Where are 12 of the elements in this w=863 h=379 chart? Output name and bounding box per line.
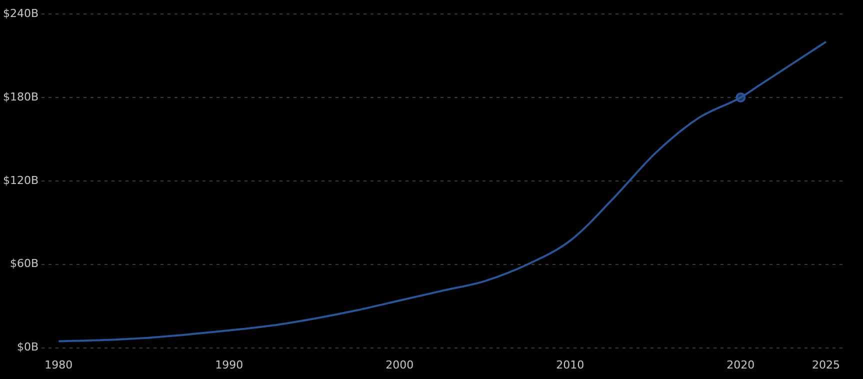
y-tick-label: $60B — [10, 257, 39, 270]
y-tick-label: $180B — [2, 90, 39, 104]
x-tick-label: 1980 — [44, 358, 73, 372]
y-tick-label: $0B — [16, 340, 39, 354]
x-tick-label: 2000 — [386, 358, 414, 372]
x-tick-label: 2020 — [726, 358, 755, 372]
x-tick-label: 2025 — [812, 358, 840, 372]
x-tick-label: 2010 — [556, 358, 584, 372]
line-series — [58, 40, 827, 342]
x-tick-label: 1990 — [215, 358, 244, 372]
y-tick-label: $240B — [2, 6, 39, 20]
y-tick-label: $120B — [2, 174, 39, 187]
